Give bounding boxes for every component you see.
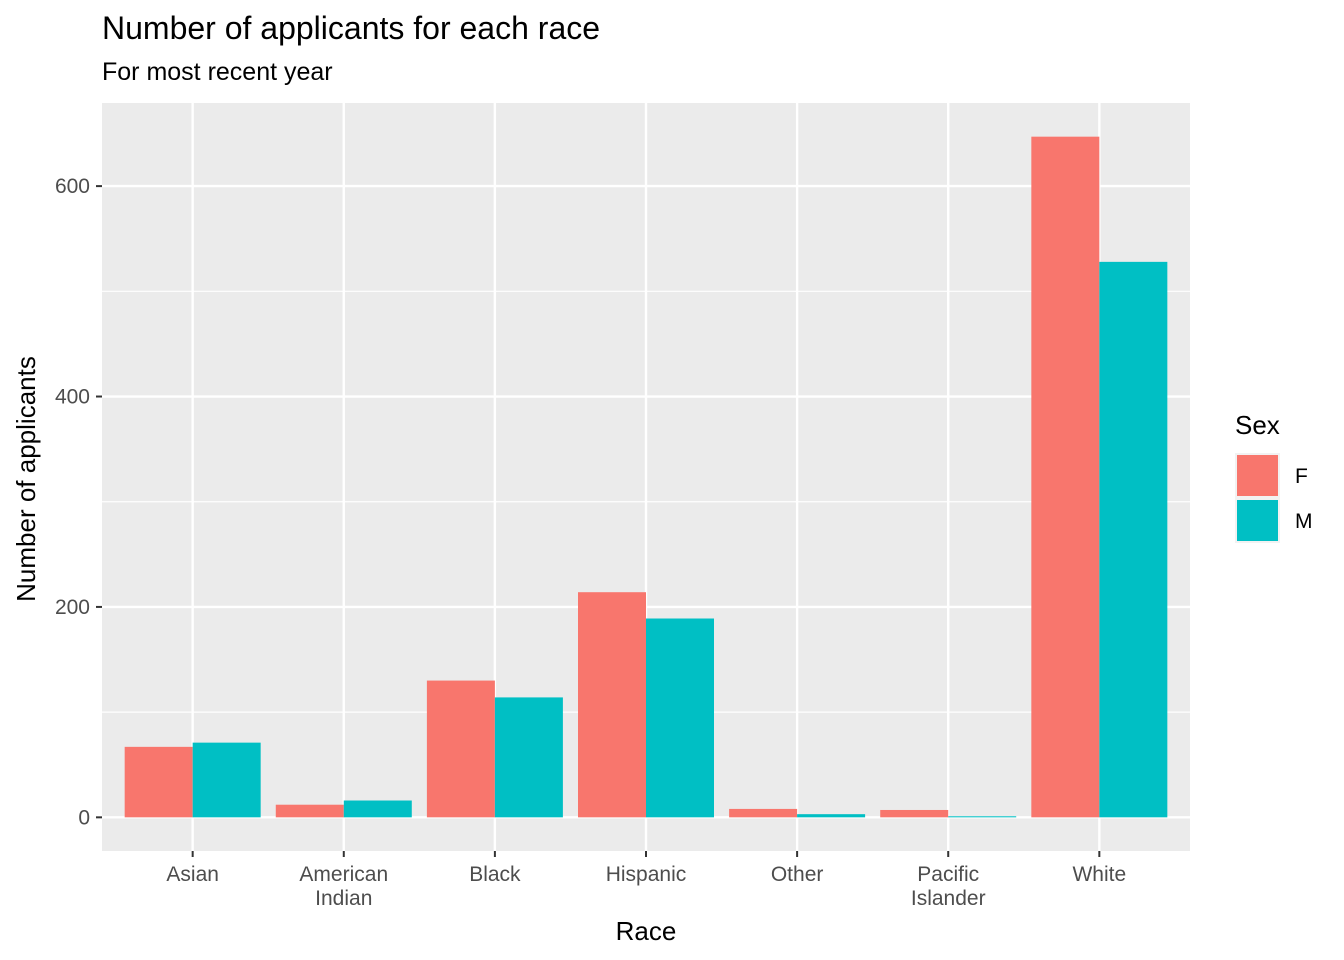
legend-swatch-f [1237, 455, 1278, 496]
bar-m-2 [494, 697, 563, 818]
bars-group [124, 136, 1168, 818]
y-axis: 0 200 400 600 [55, 175, 102, 829]
legend-label-f: F [1295, 465, 1308, 488]
bar-f-4 [729, 808, 798, 818]
bar-f-0 [124, 746, 193, 818]
x-tick-label: Black [469, 863, 521, 886]
x-tick-label: Asian [166, 863, 219, 886]
x-tick-label: Other [771, 863, 824, 886]
y-tick-label: 400 [55, 386, 90, 409]
bar-f-5 [880, 809, 949, 818]
bar-m-1 [343, 800, 412, 818]
x-axis-title: Race [616, 916, 677, 946]
y-axis-title: Number of applicants [11, 356, 41, 602]
legend-label-m: M [1295, 510, 1313, 533]
bar-m-5 [948, 816, 1017, 818]
bar-f-6 [1031, 136, 1100, 818]
x-tick-label: Pacific Islander [911, 863, 986, 910]
x-tick-label: White [1072, 863, 1126, 886]
bar-f-3 [578, 592, 646, 818]
y-tick-label: 0 [78, 806, 90, 829]
x-tick-label: Hispanic [606, 863, 687, 886]
bar-m-4 [797, 814, 866, 818]
bar-f-1 [275, 804, 344, 818]
bar-m-3 [646, 618, 714, 818]
legend: Sex FM [1235, 410, 1313, 543]
y-tick-label: 600 [55, 175, 90, 198]
legend-swatch-m [1237, 500, 1278, 541]
bar-m-0 [192, 742, 261, 818]
chart-title: Number of applicants for each race [102, 10, 601, 46]
chart-subtitle: For most recent year [102, 58, 333, 86]
x-axis: Asian American Indian Black Hispanic Other Pac… [166, 851, 1126, 910]
x-tick-label: American Indian [299, 863, 388, 910]
legend-title: Sex [1235, 410, 1280, 440]
bar-m-6 [1099, 261, 1168, 818]
y-tick-label: 200 [55, 596, 90, 619]
bar-f-2 [426, 680, 495, 818]
